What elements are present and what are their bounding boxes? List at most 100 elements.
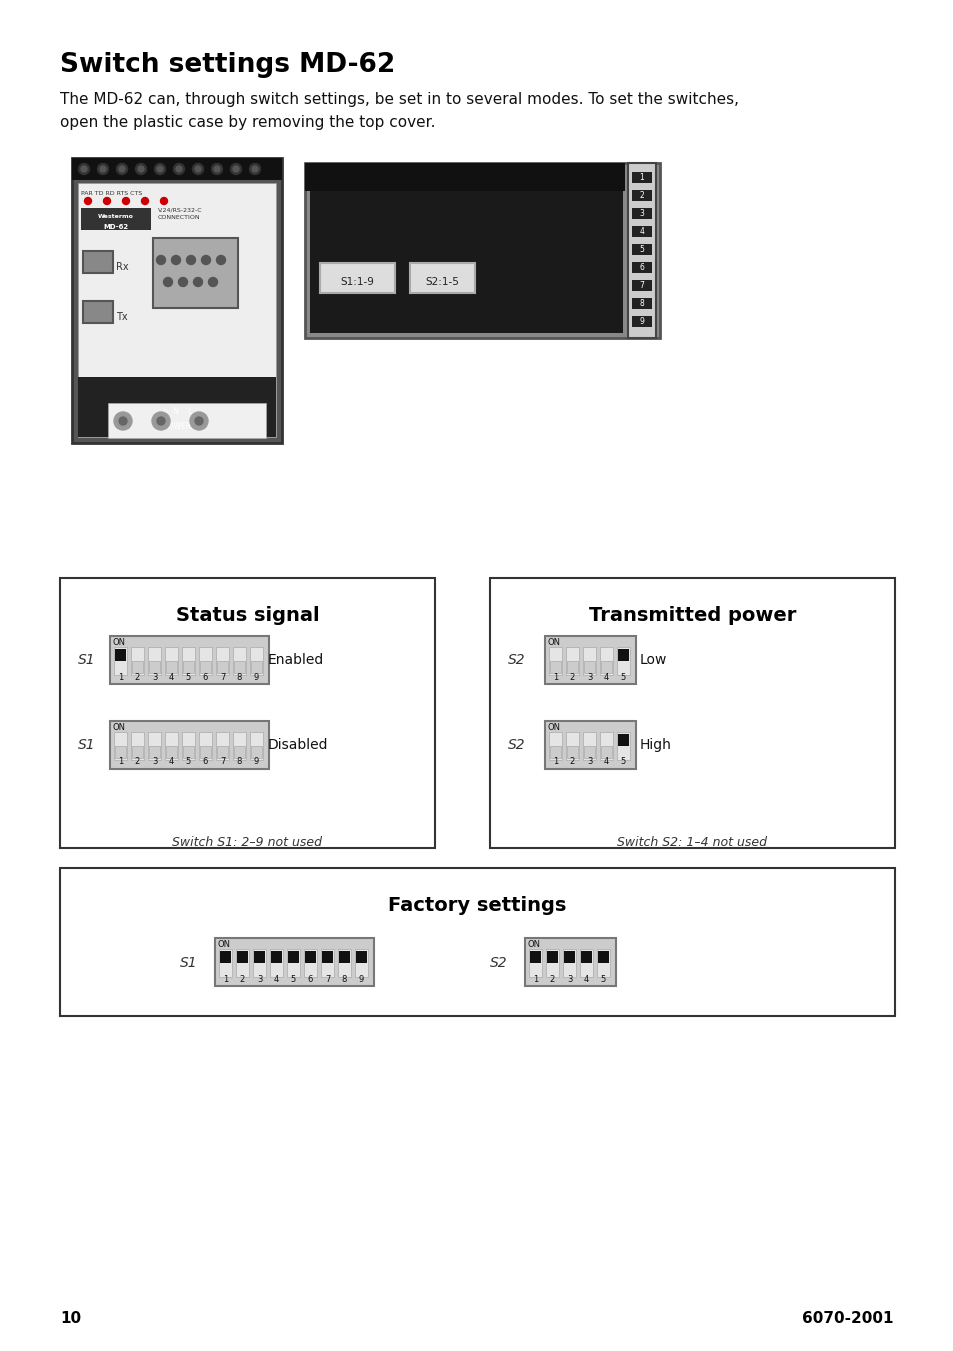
- Text: 9: 9: [358, 974, 364, 984]
- Bar: [71, 158, 282, 180]
- Bar: [631, 172, 651, 182]
- Text: POWER: POWER: [163, 422, 191, 431]
- Text: Tx: Tx: [116, 312, 128, 322]
- Bar: [288, 951, 298, 963]
- Bar: [546, 951, 558, 963]
- Bar: [182, 732, 194, 761]
- Bar: [631, 208, 651, 219]
- Bar: [236, 951, 248, 963]
- Bar: [530, 951, 540, 963]
- Bar: [149, 661, 160, 673]
- Circle shape: [157, 166, 163, 172]
- Text: 9: 9: [253, 673, 259, 681]
- Text: 5: 5: [639, 245, 644, 254]
- Text: 7: 7: [219, 758, 225, 766]
- Bar: [565, 732, 578, 761]
- Text: ON: ON: [527, 940, 540, 948]
- Text: Rx: Rx: [116, 262, 129, 272]
- Circle shape: [119, 417, 127, 426]
- Text: S1: S1: [180, 957, 197, 970]
- Text: 7: 7: [219, 673, 225, 681]
- Text: 5: 5: [186, 758, 191, 766]
- Circle shape: [201, 255, 211, 265]
- Circle shape: [173, 163, 184, 174]
- Bar: [131, 732, 144, 761]
- Text: 5: 5: [186, 673, 191, 681]
- Text: Disabled: Disabled: [268, 738, 328, 753]
- Text: Switch S2: 1–4 not used: Switch S2: 1–4 not used: [617, 836, 767, 848]
- Bar: [550, 746, 560, 758]
- Text: 5: 5: [620, 758, 625, 766]
- Bar: [337, 948, 351, 977]
- Text: High: High: [639, 738, 671, 753]
- Circle shape: [157, 417, 165, 426]
- Bar: [305, 163, 659, 338]
- Circle shape: [216, 255, 225, 265]
- Bar: [580, 951, 592, 963]
- Text: 4: 4: [603, 673, 608, 681]
- Bar: [320, 948, 334, 977]
- Bar: [152, 238, 237, 308]
- Circle shape: [250, 163, 260, 174]
- Bar: [166, 661, 177, 673]
- Bar: [113, 647, 127, 676]
- Bar: [233, 647, 246, 676]
- Bar: [200, 746, 211, 758]
- Bar: [618, 734, 628, 746]
- Bar: [631, 262, 651, 273]
- Bar: [582, 732, 596, 761]
- Bar: [600, 746, 612, 758]
- Text: S1:1-9: S1:1-9: [339, 277, 374, 286]
- Bar: [305, 951, 315, 963]
- Circle shape: [194, 166, 201, 172]
- Bar: [563, 951, 575, 963]
- Circle shape: [190, 412, 208, 430]
- Text: PAR TD RD RTS CTS: PAR TD RD RTS CTS: [81, 190, 142, 196]
- Circle shape: [193, 277, 202, 286]
- Circle shape: [212, 163, 222, 174]
- Bar: [562, 948, 576, 977]
- Text: Factory settings: Factory settings: [388, 896, 566, 915]
- Bar: [132, 661, 143, 673]
- Text: ⊙  N    L: ⊙ N L: [161, 407, 193, 416]
- Bar: [219, 948, 232, 977]
- Text: 4: 4: [169, 758, 174, 766]
- Bar: [583, 661, 595, 673]
- Text: 2: 2: [134, 673, 140, 681]
- Bar: [524, 938, 616, 986]
- Bar: [617, 732, 629, 761]
- Bar: [355, 951, 367, 963]
- Text: 2: 2: [569, 673, 575, 681]
- Bar: [305, 163, 624, 190]
- Circle shape: [252, 166, 257, 172]
- Text: 7: 7: [639, 281, 644, 290]
- Text: Westermo: Westermo: [98, 213, 133, 219]
- Circle shape: [81, 166, 87, 172]
- Bar: [270, 948, 283, 977]
- Bar: [216, 661, 228, 673]
- Bar: [165, 647, 178, 676]
- Text: 5: 5: [600, 974, 605, 984]
- Text: 2: 2: [549, 974, 555, 984]
- Text: Status signal: Status signal: [175, 607, 319, 626]
- Circle shape: [138, 166, 144, 172]
- Bar: [233, 661, 245, 673]
- Text: 1: 1: [639, 173, 643, 182]
- Text: 6: 6: [639, 263, 644, 272]
- Circle shape: [113, 412, 132, 430]
- Bar: [598, 951, 608, 963]
- Text: 4: 4: [274, 974, 279, 984]
- Bar: [216, 746, 228, 758]
- Bar: [304, 948, 316, 977]
- Text: 8: 8: [236, 758, 242, 766]
- Text: 1: 1: [533, 974, 537, 984]
- Bar: [83, 301, 112, 323]
- Bar: [250, 732, 263, 761]
- Text: Enabled: Enabled: [268, 653, 324, 667]
- Circle shape: [100, 166, 106, 172]
- Circle shape: [160, 197, 168, 204]
- Circle shape: [97, 163, 109, 174]
- Circle shape: [154, 163, 165, 174]
- Bar: [233, 746, 245, 758]
- Text: 3: 3: [152, 673, 157, 681]
